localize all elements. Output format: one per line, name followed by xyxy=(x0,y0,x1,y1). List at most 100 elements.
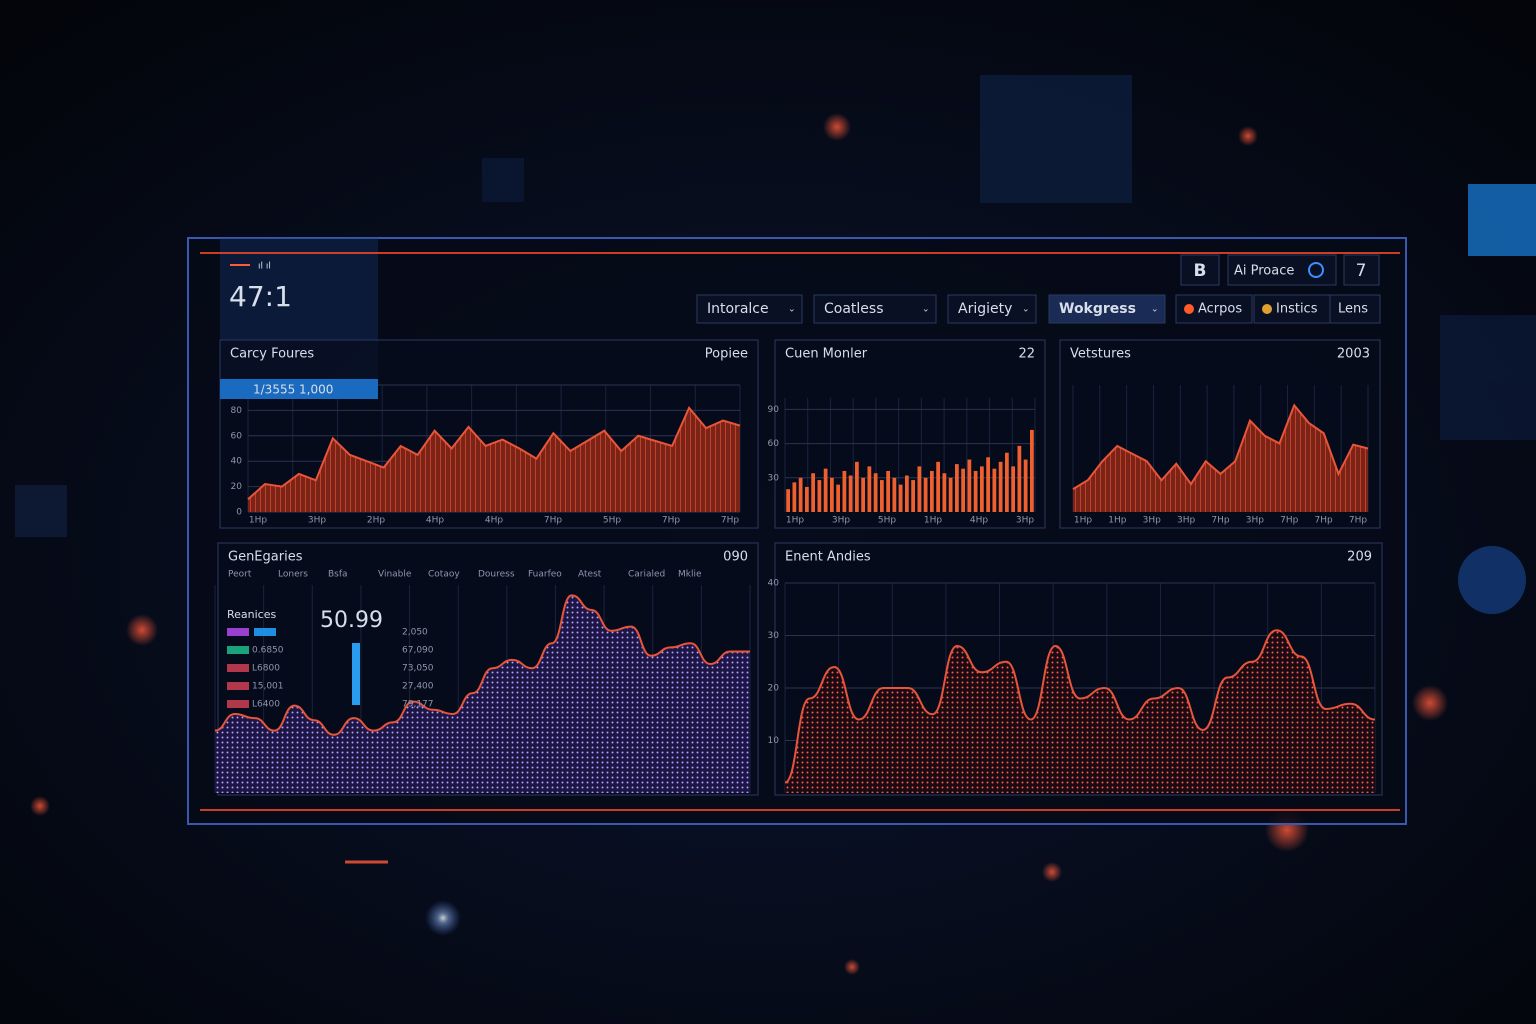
row-label: 15,001 xyxy=(252,682,284,692)
panel-title: GenEgaries xyxy=(228,550,303,565)
assistant[interactable]: Ai Proace xyxy=(1234,264,1294,279)
x-tick-label: 7Hp xyxy=(1211,516,1229,526)
x-tick-label: 1Hp xyxy=(249,516,267,526)
row-value: 67,090 xyxy=(402,646,434,656)
row-value: 27,400 xyxy=(402,682,434,692)
bar xyxy=(798,477,803,512)
y-tick-label: 40 xyxy=(768,579,780,589)
x-tick-label: 1Hp xyxy=(786,516,804,526)
bar xyxy=(911,480,915,512)
y-tick-label: 20 xyxy=(768,684,780,694)
filter-label[interactable]: Coatless xyxy=(824,301,884,317)
panels: Carcy FouresPopiee0204060801001Hp3Hp2Hp4… xyxy=(214,339,1383,796)
brand[interactable]: B xyxy=(1194,261,1207,281)
row-swatch xyxy=(227,664,249,672)
y-tick-label: 90 xyxy=(768,405,780,415)
tab-icon xyxy=(1262,304,1272,314)
filter-label[interactable]: Arigiety xyxy=(958,301,1012,317)
bar xyxy=(967,459,972,512)
count-button[interactable] xyxy=(1343,254,1380,286)
row-label: 0.6850 xyxy=(252,646,284,656)
bar xyxy=(930,470,934,512)
x-tick-label: 4Hp xyxy=(485,516,503,526)
column-header: Loners xyxy=(278,570,308,580)
header-value: 47:1 xyxy=(229,280,292,313)
filter-label[interactable]: Wokgress xyxy=(1059,301,1136,317)
bar xyxy=(1017,445,1022,512)
bar xyxy=(848,475,853,512)
y-tick-label: 0 xyxy=(236,508,242,518)
tab-label[interactable]: Lens xyxy=(1338,302,1368,317)
x-tick-label: 3Hp xyxy=(832,516,850,526)
y-tick-label: 60 xyxy=(768,439,780,449)
x-tick-label: 3Hp xyxy=(1246,516,1264,526)
area-line xyxy=(1072,403,1369,490)
y-tick-label: 20 xyxy=(231,482,243,492)
filter-dropdown[interactable] xyxy=(1048,294,1166,324)
column-header: Peort xyxy=(228,570,252,580)
count[interactable]: 7 xyxy=(1356,261,1367,281)
brand-button[interactable] xyxy=(1180,254,1220,286)
bar xyxy=(917,466,922,512)
bar xyxy=(811,473,815,512)
decor xyxy=(15,75,1536,975)
y-tick-label: 80 xyxy=(231,406,243,416)
column-header: Cotaoy xyxy=(428,570,460,580)
chevron: ⌄ xyxy=(788,305,796,315)
x-tick-label: 7Hp xyxy=(1315,516,1333,526)
row-swatch xyxy=(227,646,249,654)
bar xyxy=(805,486,809,512)
y-tick-label: 40 xyxy=(231,457,243,467)
bar xyxy=(792,482,797,512)
area-line xyxy=(247,405,741,501)
column-header: Fuarfeo xyxy=(528,570,562,580)
panel-title: Enent Andies xyxy=(785,550,871,565)
filter-dropdown[interactable] xyxy=(696,294,803,324)
filter-dropdown[interactable] xyxy=(947,294,1037,324)
bar xyxy=(1030,429,1034,512)
bar xyxy=(873,473,878,512)
x-tick-label: 3Hp xyxy=(308,516,326,526)
area-fill xyxy=(248,407,740,512)
bar xyxy=(1005,452,1009,512)
chevron: ⌄ xyxy=(1022,305,1030,315)
bar xyxy=(948,477,953,512)
tab-label[interactable]: Acrpos xyxy=(1198,302,1242,317)
bar xyxy=(886,470,890,512)
x-tick-label: 3Hp xyxy=(1177,516,1195,526)
column-header: Bsfa xyxy=(328,570,348,580)
bar xyxy=(842,470,847,512)
bar xyxy=(1011,466,1015,512)
y-tick-label: 60 xyxy=(231,431,243,441)
assistant-button[interactable] xyxy=(1227,254,1337,286)
row-label: L6800 xyxy=(252,664,280,674)
bar xyxy=(836,484,840,512)
bar xyxy=(992,468,997,512)
panel-title: Carcy Foures xyxy=(230,347,314,362)
toolbar-tab[interactable] xyxy=(1329,294,1381,324)
bar xyxy=(905,475,909,512)
filter-label[interactable]: Intoralce xyxy=(707,301,769,317)
bar xyxy=(942,473,947,512)
controls: Intoralce ⌄ Coatless ⌄ Arigiety ⌄ Wokgress ⌄ B Ai… xyxy=(696,254,1381,324)
column-header: Carialed xyxy=(628,570,665,580)
assistant-icon xyxy=(1308,262,1324,278)
tab-label[interactable]: Instics xyxy=(1276,302,1318,317)
row-value: 2,050 xyxy=(402,628,428,638)
filter-dropdown[interactable] xyxy=(813,294,937,324)
row-swatch xyxy=(227,682,249,690)
dotted-line xyxy=(214,594,750,736)
bar xyxy=(867,466,872,512)
bar xyxy=(892,477,897,512)
dotted-line xyxy=(784,629,1376,784)
x-tick-label: 4Hp xyxy=(970,516,988,526)
chevron: ⌄ xyxy=(1151,305,1159,315)
dotted-area xyxy=(785,630,1375,793)
bar xyxy=(923,477,928,512)
panel-note: Popiee xyxy=(705,347,748,362)
x-tick-label: 7Hp xyxy=(1349,516,1367,526)
bar xyxy=(980,466,984,512)
value-bar xyxy=(352,643,360,705)
bar xyxy=(855,461,859,512)
